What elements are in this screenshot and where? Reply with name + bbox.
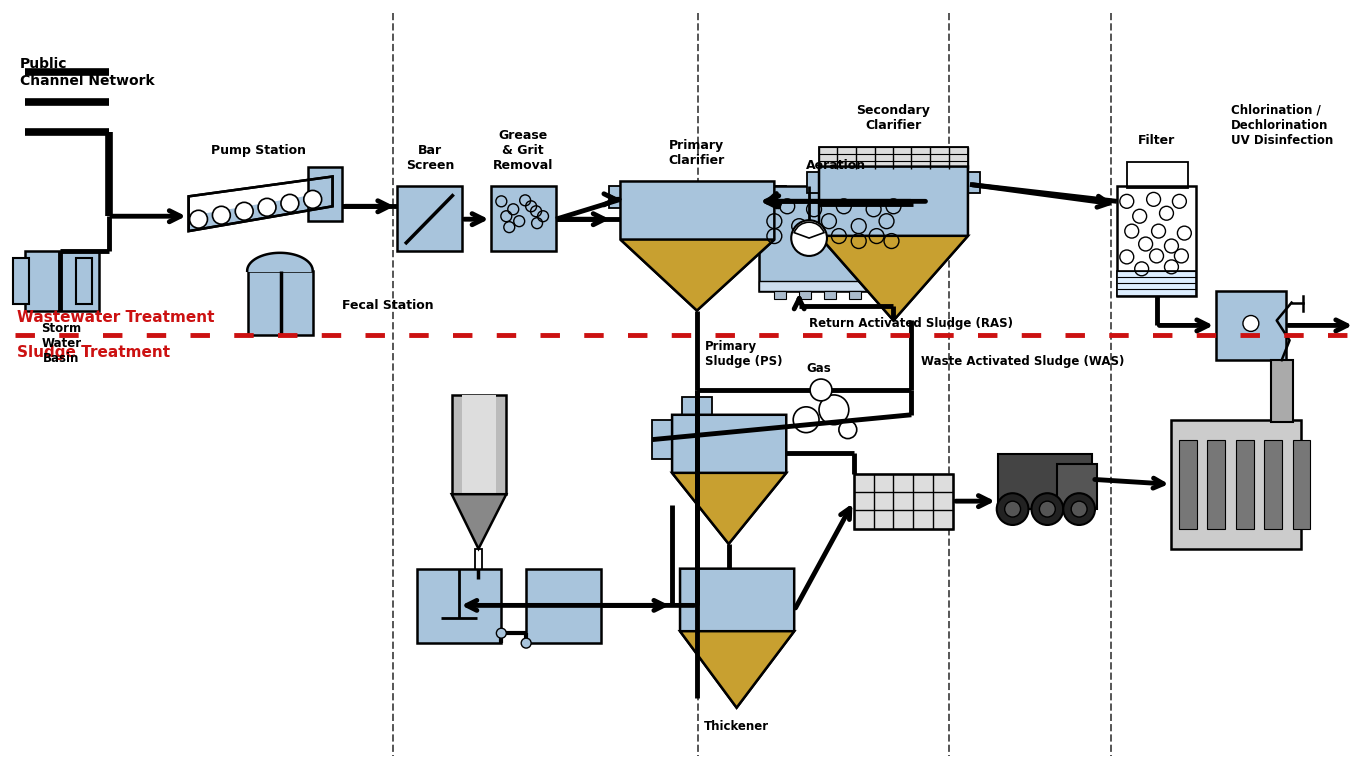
Circle shape [212, 206, 230, 225]
Bar [461, 395, 497, 494]
Circle shape [304, 191, 322, 208]
Text: Aeration: Aeration [806, 158, 867, 171]
Bar [652, 420, 674, 459]
Text: Sludge Treatment: Sludge Treatment [16, 345, 170, 361]
Bar [1172, 420, 1301, 549]
Circle shape [1243, 315, 1259, 331]
Circle shape [793, 407, 819, 433]
Polygon shape [680, 631, 794, 707]
Bar [682, 397, 712, 417]
Text: Waste Activated Sludge (WAS): Waste Activated Sludge (WAS) [921, 355, 1125, 368]
Polygon shape [620, 181, 775, 311]
Circle shape [497, 628, 507, 638]
Circle shape [259, 198, 277, 216]
Text: Chlorination /
Dechlorination
UV Disinfection: Chlorination / Dechlorination UV Disinfe… [1231, 104, 1333, 147]
Text: Primary
Sludge (PS): Primary Sludge (PS) [705, 341, 782, 368]
Text: Primary
Clarifier: Primary Clarifier [669, 138, 726, 167]
Circle shape [1071, 501, 1087, 517]
Bar [526, 568, 601, 643]
Text: Filter: Filter [1138, 134, 1175, 147]
Bar [397, 186, 461, 251]
Circle shape [1039, 501, 1055, 517]
Polygon shape [620, 240, 775, 311]
Bar [998, 454, 1092, 509]
Bar [799, 291, 810, 298]
Bar [12, 258, 29, 304]
Circle shape [281, 195, 298, 212]
Bar [967, 171, 980, 193]
Circle shape [810, 379, 832, 401]
Circle shape [997, 493, 1028, 525]
Bar [77, 258, 92, 304]
Polygon shape [819, 167, 968, 321]
Circle shape [189, 210, 208, 228]
Bar [25, 251, 100, 311]
Circle shape [522, 638, 531, 648]
Circle shape [1005, 501, 1020, 517]
Bar [760, 186, 913, 291]
Bar [824, 291, 836, 298]
Bar [491, 186, 556, 251]
Bar [1057, 464, 1097, 509]
Wedge shape [794, 222, 824, 238]
Bar [1264, 440, 1281, 529]
Bar [760, 281, 913, 291]
Circle shape [839, 421, 857, 438]
Text: Grease
& Grit
Removal: Grease & Grit Removal [493, 128, 553, 171]
Text: Return Activated Sludge (RAS): Return Activated Sludge (RAS) [809, 318, 1013, 331]
Text: Bar
Screen: Bar Screen [405, 144, 455, 171]
Circle shape [1064, 493, 1095, 525]
Bar [1292, 440, 1310, 529]
Circle shape [819, 395, 849, 424]
Polygon shape [672, 473, 786, 544]
Bar [854, 474, 953, 529]
Text: Fecal Station: Fecal Station [342, 299, 434, 312]
Circle shape [235, 202, 253, 220]
Circle shape [1031, 493, 1064, 525]
Bar [1127, 161, 1188, 188]
Text: Public
Channel Network: Public Channel Network [19, 58, 155, 88]
Polygon shape [672, 414, 786, 544]
Bar [808, 171, 821, 193]
Bar [1207, 440, 1225, 529]
Bar [475, 549, 482, 578]
Bar [1117, 186, 1197, 295]
Text: Gas: Gas [806, 362, 831, 375]
Text: Storm
Water
Basin: Storm Water Basin [41, 322, 82, 365]
Text: Pump Station: Pump Station [211, 144, 305, 157]
Text: Wastewater Treatment: Wastewater Treatment [16, 311, 215, 325]
Bar [1117, 271, 1197, 295]
Polygon shape [680, 568, 794, 707]
Circle shape [791, 220, 827, 256]
Bar [1270, 360, 1292, 421]
Text: Thickener: Thickener [704, 720, 769, 733]
Bar [308, 167, 342, 221]
Bar [819, 147, 968, 168]
Bar [775, 291, 786, 298]
Bar [772, 186, 786, 208]
Polygon shape [189, 191, 333, 231]
Bar [418, 568, 501, 643]
Bar [609, 186, 623, 208]
Bar [1180, 440, 1198, 529]
Polygon shape [819, 236, 968, 321]
Polygon shape [452, 494, 507, 549]
Bar [1216, 291, 1285, 360]
Bar [248, 271, 312, 335]
Bar [849, 291, 861, 298]
Text: Secondary
Clarifier: Secondary Clarifier [857, 104, 931, 131]
Bar [1236, 440, 1254, 529]
Bar [452, 395, 507, 494]
